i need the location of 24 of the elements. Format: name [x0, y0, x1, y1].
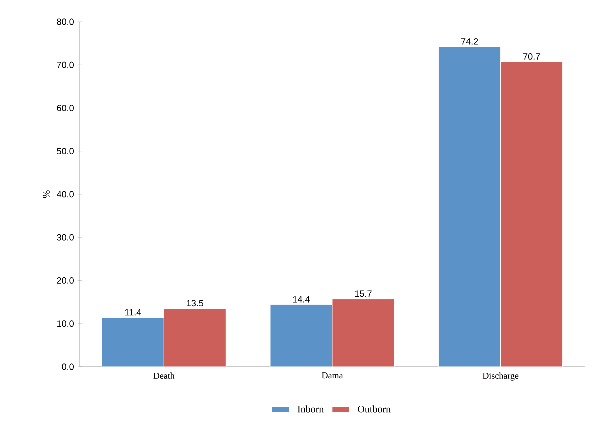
y-tick-label: 40.0 — [57, 191, 74, 198]
x-tick-label: Dama — [322, 372, 344, 379]
data-label: 70.7 — [524, 54, 540, 60]
bar — [270, 304, 333, 367]
legend-label: Inborn — [298, 406, 324, 413]
y-tick-label: 20.0 — [57, 278, 74, 284]
y-axis-title: % — [43, 190, 50, 198]
bar — [102, 318, 164, 367]
data-label: 14.4 — [293, 296, 310, 303]
legend-label: Outborn — [358, 406, 391, 413]
y-tick-label: 50.0 — [57, 148, 74, 155]
data-label: 15.7 — [355, 290, 372, 298]
x-tick-label: Death — [154, 372, 175, 379]
y-tick-label: 60.0 — [57, 105, 74, 112]
data-label: 74.2 — [462, 38, 478, 45]
y-tick-label: 10.0 — [58, 320, 74, 328]
data-label: 11.4 — [125, 309, 142, 316]
y-tick-label: 80.0 — [57, 18, 74, 26]
x-tick-label: Discharge — [482, 372, 519, 381]
data-label: 13.5 — [187, 300, 204, 307]
y-tick-label: 30.0 — [57, 234, 74, 241]
y-tick-label: 0.0 — [62, 364, 74, 370]
bar — [438, 46, 502, 367]
y-tick-label: 70.0 — [57, 62, 74, 68]
